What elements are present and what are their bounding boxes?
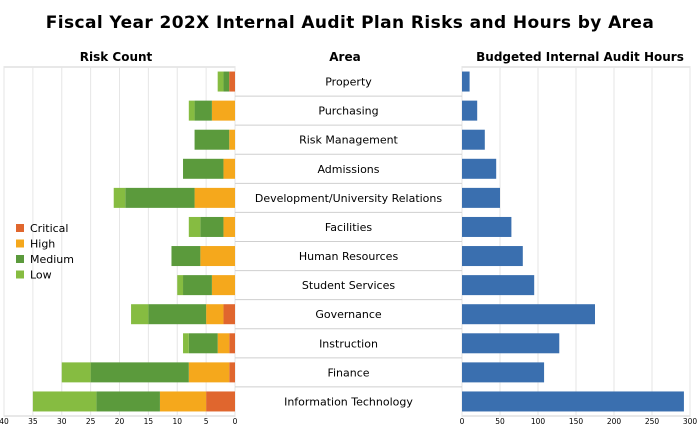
left-tick-label: 10 xyxy=(172,417,182,426)
risk-bar-low xyxy=(131,304,149,325)
risk-bar-medium xyxy=(200,216,224,237)
risk-bar-high xyxy=(206,304,224,325)
middle-panel-title: Area xyxy=(329,50,360,64)
risk-bar-low xyxy=(183,333,189,354)
area-label: Risk Management xyxy=(299,134,398,147)
hours-bar xyxy=(462,129,485,150)
areas-layer: Property Purchasing Risk Management Admissi… xyxy=(255,76,443,409)
risk-bar-medium xyxy=(183,158,224,179)
risk-bar-low xyxy=(32,391,97,412)
right-tick-label: 100 xyxy=(531,417,546,426)
risk-bar-critical xyxy=(206,391,235,412)
legend-swatch-medium xyxy=(16,255,24,263)
risk-bar-critical xyxy=(229,333,235,354)
hours-bar xyxy=(462,100,478,121)
risk-bar-medium xyxy=(223,71,230,92)
right-tick-label: 200 xyxy=(607,417,622,426)
risk-bar-high xyxy=(188,362,230,383)
risk-bar-low xyxy=(177,275,184,296)
risk-bar-high xyxy=(223,158,235,179)
area-label: Property xyxy=(325,76,372,89)
area-label: Information Technology xyxy=(284,395,413,408)
legend-label: High xyxy=(30,238,55,251)
risk-bar-low xyxy=(188,216,201,237)
area-label: Development/University Relations xyxy=(255,192,443,205)
area-label: Facilities xyxy=(325,221,372,234)
risk-bar-critical xyxy=(229,71,235,92)
grid-layer xyxy=(3,66,691,417)
left-tick-label: 30 xyxy=(57,417,67,426)
risk-bar-medium xyxy=(90,362,189,383)
area-label: Human Resources xyxy=(299,250,399,263)
risk-bar-low xyxy=(217,71,224,92)
risk-bar-high xyxy=(200,246,235,267)
left-tick-label: 0 xyxy=(233,417,238,426)
hours-bar xyxy=(462,362,545,383)
risk-bar-high xyxy=(223,216,235,237)
right-tick-label: 0 xyxy=(460,417,465,426)
risk-bar-medium xyxy=(171,246,201,267)
risk-bar-medium xyxy=(194,100,212,121)
right-tick-label: 300 xyxy=(683,417,698,426)
legend-label: Low xyxy=(30,269,52,282)
legend-swatch-critical xyxy=(16,224,24,232)
risk-bar-medium xyxy=(183,275,212,296)
left-tick-label: 20 xyxy=(115,417,125,426)
risk-bar-medium xyxy=(194,129,230,150)
area-label: Governance xyxy=(315,308,382,321)
hours-bar xyxy=(462,333,560,354)
risk-bar-high xyxy=(211,275,235,296)
risk-bar-high xyxy=(194,187,235,208)
hours-bar xyxy=(462,304,595,325)
right-tick-label: 150 xyxy=(569,417,584,426)
risk-bar-critical xyxy=(229,362,235,383)
left-tick-label: 35 xyxy=(28,417,38,426)
risk-bar-high xyxy=(217,333,230,354)
right-tick-label: 250 xyxy=(645,417,660,426)
risk-bar-medium xyxy=(148,304,207,325)
legend: Critical High Medium Low xyxy=(16,222,74,282)
risk-bar-medium xyxy=(188,333,218,354)
risk-bar-low xyxy=(113,187,126,208)
risk-bar-high xyxy=(211,100,235,121)
hours-bar xyxy=(462,246,523,267)
right-tick-label: 50 xyxy=(495,417,505,426)
bars-layer xyxy=(32,71,684,412)
right-panel-title: Budgeted Internal Audit Hours xyxy=(476,50,684,64)
area-label: Instruction xyxy=(319,337,378,350)
risk-bar-medium xyxy=(96,391,160,412)
area-label: Student Services xyxy=(302,279,395,292)
hours-bar xyxy=(462,187,500,208)
hours-bar xyxy=(462,71,470,92)
legend-swatch-low xyxy=(16,270,24,279)
area-label: Finance xyxy=(327,366,369,379)
left-tick-label: 40 xyxy=(0,417,9,426)
risk-bar-high xyxy=(159,391,207,412)
legend-label: Medium xyxy=(30,253,74,266)
risk-bar-low xyxy=(188,100,195,121)
risk-bar-high xyxy=(229,129,235,150)
risk-bar-critical xyxy=(223,304,235,325)
axes-layer: 40 35 30 25 20 15 10 5 0 0 50 100 150 200 250 300 xyxy=(0,417,697,426)
legend-swatch-high xyxy=(16,239,24,248)
area-label: Admissions xyxy=(317,163,379,176)
legend-label: Critical xyxy=(30,222,68,235)
hours-bar xyxy=(462,216,512,237)
risk-bar-medium xyxy=(125,187,195,208)
chart-title: Fiscal Year 202X Internal Audit Plan Ris… xyxy=(46,13,654,33)
left-tick-label: 5 xyxy=(204,417,209,426)
left-tick-label: 15 xyxy=(144,417,154,426)
hours-bar xyxy=(462,391,684,412)
left-panel-title: Risk Count xyxy=(80,50,153,64)
area-label: Purchasing xyxy=(318,105,378,118)
risk-bar-low xyxy=(61,362,91,383)
left-tick-label: 25 xyxy=(86,417,96,426)
hours-bar xyxy=(462,158,497,179)
hours-bar xyxy=(462,275,535,296)
